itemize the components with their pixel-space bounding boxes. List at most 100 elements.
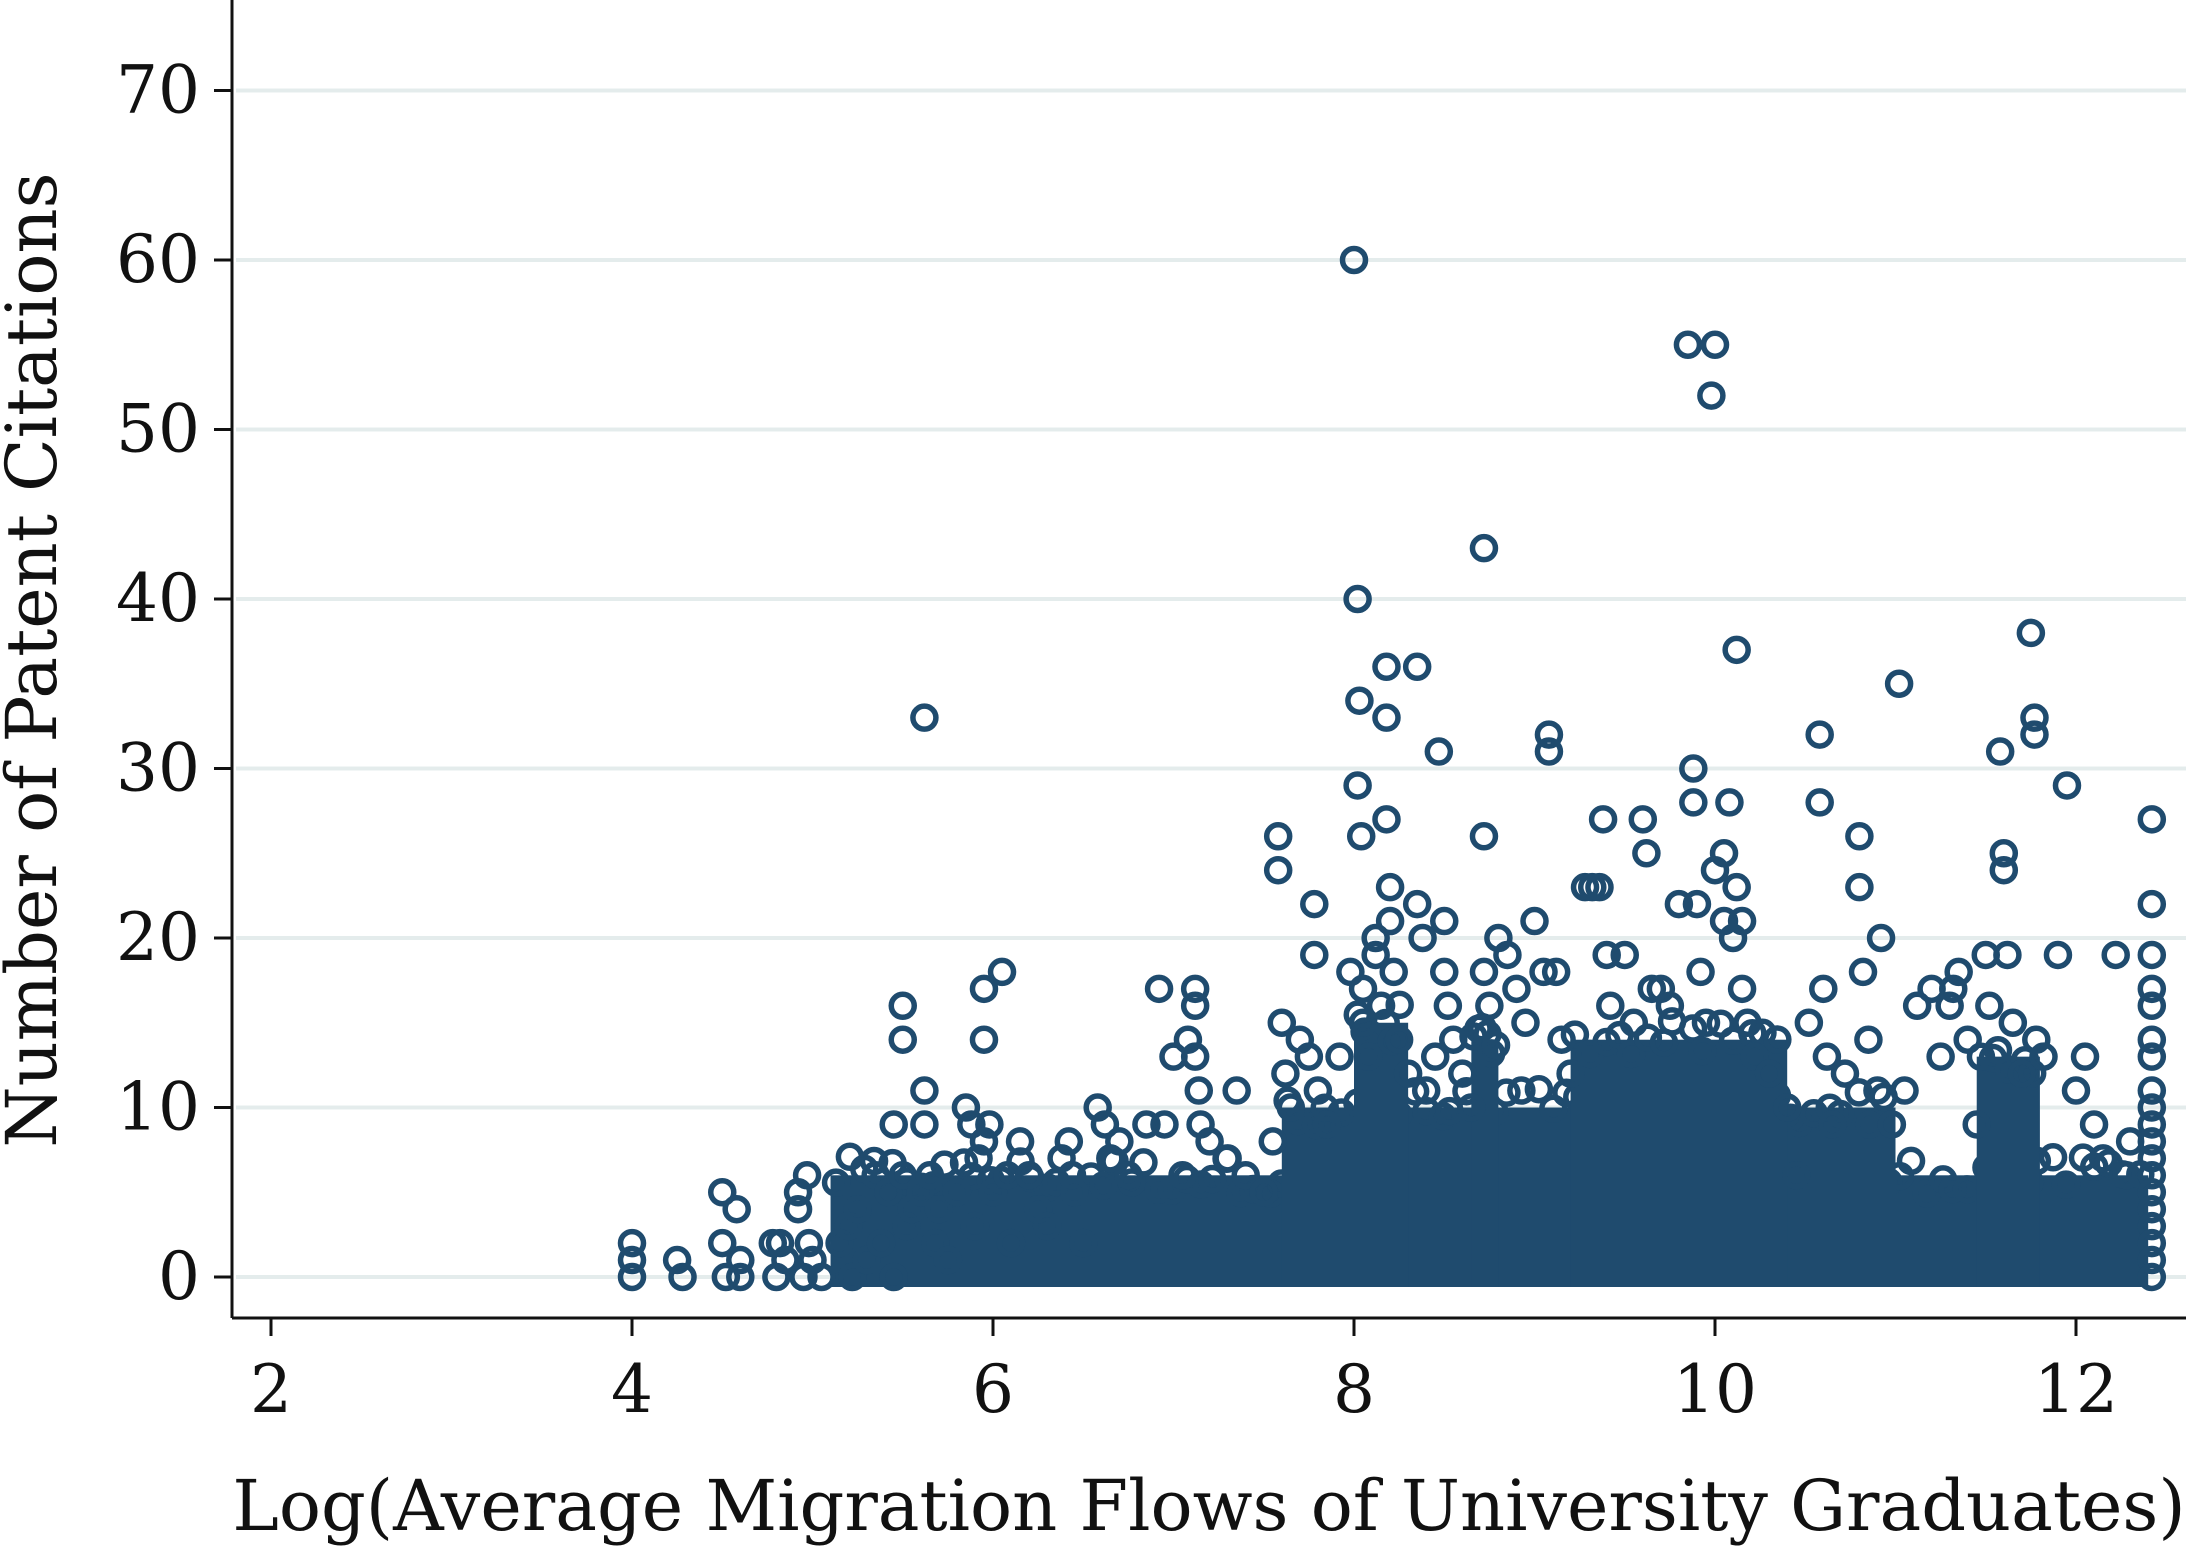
data-point <box>1469 822 1499 851</box>
data-point <box>1592 940 1621 970</box>
data-point <box>1420 1042 1450 1071</box>
data-point <box>888 1025 917 1054</box>
data-point <box>1059 1178 1089 1207</box>
data-point <box>726 1262 755 1292</box>
data-point <box>1866 923 1896 953</box>
data-point <box>879 1262 908 1292</box>
data-point <box>1312 1110 1342 1139</box>
data-point <box>1180 974 1210 1004</box>
data-point <box>852 1245 881 1275</box>
data-point <box>1616 1039 1646 1069</box>
data-point <box>1168 1161 1197 1190</box>
data-point <box>1529 957 1558 987</box>
data-point <box>976 1166 1006 1195</box>
data-point <box>1511 1008 1540 1037</box>
data-point <box>708 1178 737 1207</box>
data-point <box>969 974 999 1004</box>
data-point <box>1372 805 1401 834</box>
data-point <box>1114 1161 1143 1190</box>
data-point <box>617 1262 647 1292</box>
data-point <box>1610 940 1639 970</box>
data-point <box>821 1168 851 1197</box>
data-point <box>1144 974 1174 1004</box>
data-point <box>1679 788 1708 817</box>
data-point <box>1697 381 1726 410</box>
data-point <box>783 1194 813 1224</box>
data-point <box>2007 1059 2037 1088</box>
data-point <box>771 1245 800 1275</box>
data-point <box>2061 1076 2091 1105</box>
data-point <box>1727 906 1757 936</box>
data-point <box>1263 855 1293 885</box>
data-point <box>1877 1110 1907 1139</box>
data-point <box>1966 1042 1996 1072</box>
data-point <box>1805 720 1834 749</box>
data-point <box>617 1245 647 1275</box>
data-point <box>951 1093 981 1122</box>
data-point <box>1448 1059 1477 1088</box>
data-point <box>1345 686 1374 715</box>
data-point <box>942 1178 972 1207</box>
data-point <box>668 1262 697 1292</box>
data-point <box>1596 991 1625 1021</box>
data-point <box>2137 1093 2167 1122</box>
data-point <box>2137 1110 2167 1139</box>
data-point <box>1300 940 1329 970</box>
data-point <box>1267 1008 1297 1037</box>
data-point <box>708 1228 737 1258</box>
data-point <box>2079 1110 2109 1139</box>
data-point <box>1733 1008 1762 1037</box>
data-point <box>1354 1042 1383 1071</box>
data-point <box>1854 1025 1883 1054</box>
x-tick-label: 12 <box>2034 1351 2118 1428</box>
data-point <box>1935 991 1964 1021</box>
data-point <box>1213 1144 1242 1173</box>
data-point <box>1632 839 1661 868</box>
data-point <box>1709 839 1739 868</box>
data-point <box>2137 805 2167 834</box>
data-point <box>617 1228 647 1258</box>
data-point <box>765 1228 795 1258</box>
data-point <box>1962 1110 1991 1139</box>
data-point <box>1393 1059 1423 1088</box>
data-point <box>1700 330 1730 359</box>
data-point <box>1688 1036 1717 1066</box>
data-point <box>1502 974 1531 1004</box>
data-point <box>662 1245 692 1275</box>
data-point <box>1402 652 1432 682</box>
data-point <box>1507 1076 1536 1105</box>
data-point <box>1902 991 1932 1021</box>
axes <box>230 0 2186 1320</box>
data-point <box>2137 1144 2167 1173</box>
data-point <box>874 1178 903 1207</box>
data-point <box>1325 1042 1354 1071</box>
data-point <box>1673 330 1703 359</box>
data-point <box>910 1110 939 1139</box>
data-point <box>2043 940 2073 970</box>
data-point <box>1271 1059 1300 1088</box>
data-point <box>1493 940 1522 970</box>
data-point <box>1054 1127 1084 1156</box>
data-point <box>1534 720 1564 749</box>
data-point <box>722 1194 751 1224</box>
data-point <box>1348 974 1378 1004</box>
data-point <box>1993 940 2022 970</box>
data-point <box>1727 974 1757 1004</box>
data-point <box>1339 245 1369 275</box>
data-point <box>1366 991 1396 1021</box>
data-point <box>1372 703 1401 732</box>
data-point <box>1184 1076 1214 1105</box>
data-point <box>1818 1110 1847 1139</box>
data-point <box>1481 1030 1511 1060</box>
data-point <box>1686 957 1715 987</box>
data-point <box>1197 1164 1227 1194</box>
data-point <box>879 1110 908 1139</box>
data-point <box>2137 940 2167 970</box>
data-point <box>1384 1025 1414 1054</box>
data-point <box>1150 1110 1179 1139</box>
data-point <box>2029 1042 2058 1071</box>
data-point <box>1132 1110 1161 1139</box>
data-point <box>2020 703 2049 732</box>
data-point <box>1375 872 1405 902</box>
